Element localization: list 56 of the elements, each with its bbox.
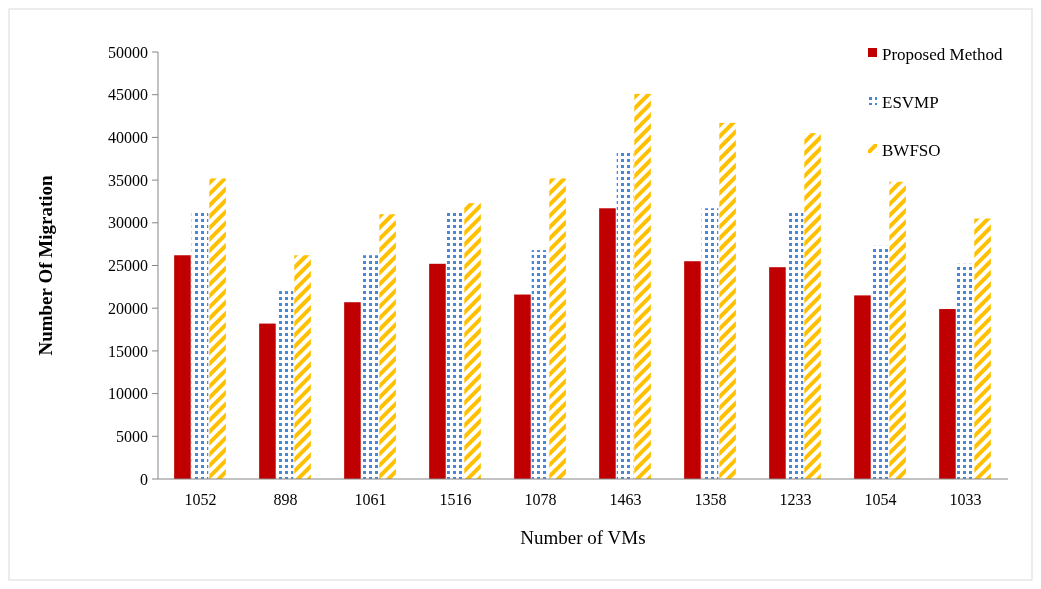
bar	[701, 208, 719, 479]
bar	[294, 255, 311, 479]
bar	[871, 245, 889, 479]
y-tick-label: 45000	[108, 86, 148, 104]
legend-label: BWFSO	[882, 140, 941, 160]
bar	[429, 263, 446, 479]
legend-label: ESVMP	[882, 92, 939, 112]
bar	[939, 309, 956, 479]
bar	[531, 250, 549, 479]
bar	[889, 181, 906, 479]
legend-label: Proposed Method	[882, 44, 1003, 64]
bar	[854, 295, 871, 479]
y-tick-label: 50000	[108, 43, 148, 61]
bar	[684, 261, 701, 479]
y-tick-label: 30000	[108, 214, 148, 232]
bar	[634, 93, 651, 479]
bar	[361, 255, 379, 479]
y-tick-label: 25000	[108, 257, 148, 275]
bar	[191, 210, 209, 479]
bar	[446, 210, 464, 479]
x-tick-label: 1061	[354, 491, 387, 508]
bar	[616, 151, 634, 479]
bar	[464, 203, 481, 479]
bar	[786, 212, 804, 479]
bar	[344, 302, 361, 479]
y-tick-label: 5000	[116, 427, 148, 445]
bar	[974, 218, 991, 479]
y-tick-label: 35000	[108, 171, 148, 189]
y-tick-label: 40000	[108, 129, 148, 146]
bar	[769, 267, 786, 479]
y-axis-title: Number Of Migration	[35, 175, 56, 356]
bar	[209, 178, 226, 479]
bar	[549, 178, 566, 479]
x-tick-label: 1233	[779, 491, 812, 508]
bar	[174, 255, 191, 479]
y-tick-label: 10000	[108, 385, 148, 403]
x-tick-label: 1078	[524, 491, 557, 508]
bar	[719, 122, 736, 479]
y-tick-label: 15000	[108, 342, 148, 360]
bar	[514, 294, 531, 479]
bar	[259, 323, 276, 479]
bar	[379, 214, 396, 479]
x-tick-label: 1033	[949, 491, 982, 508]
bar	[804, 133, 821, 479]
x-tick-label: 898	[273, 491, 298, 508]
bar	[276, 291, 294, 479]
x-tick-label: 1054	[864, 491, 897, 508]
y-tick-label: 0	[140, 470, 148, 488]
bar	[956, 263, 974, 479]
x-tick-label: 1052	[184, 491, 217, 508]
x-tick-label: 1463	[609, 491, 642, 508]
y-tick-label: 20000	[108, 299, 148, 317]
x-tick-label: 1516	[439, 491, 472, 508]
x-tick-label: 1358	[694, 491, 727, 508]
x-axis-title: Number of VMs	[520, 527, 646, 548]
bar	[599, 208, 616, 479]
